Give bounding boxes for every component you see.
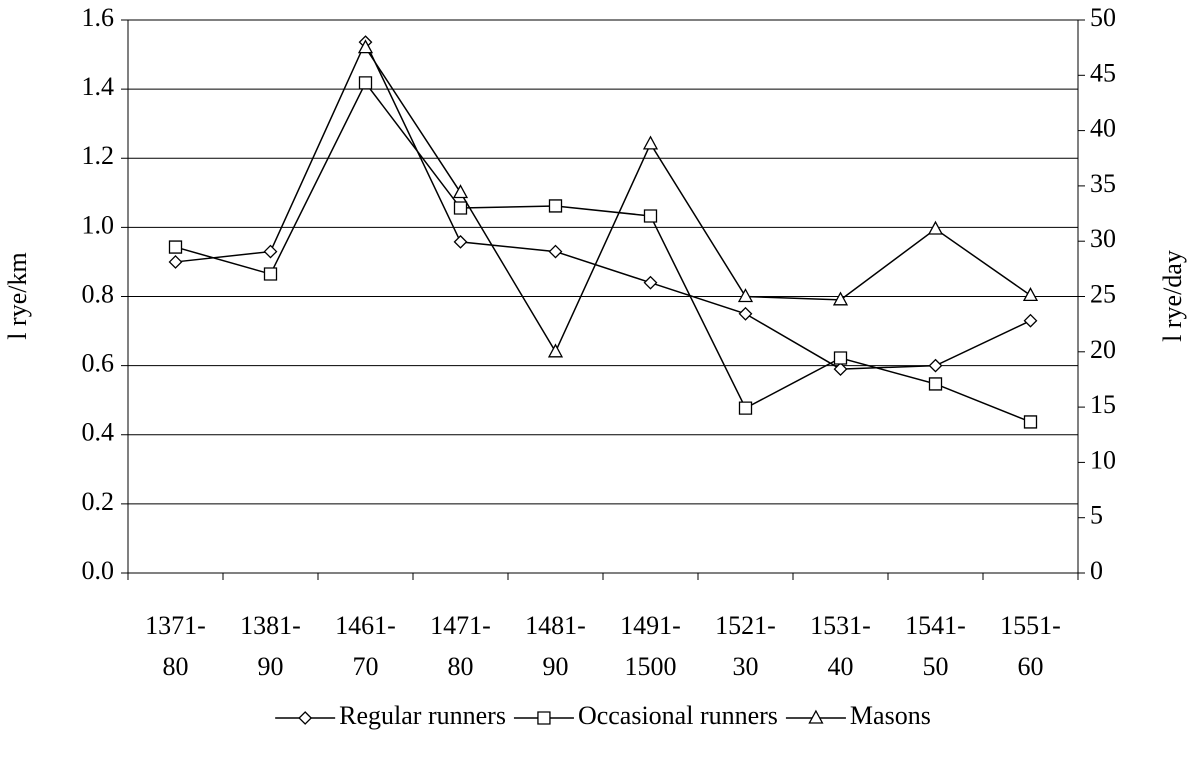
marker — [927, 220, 944, 235]
x-tick-label: 1541- 50 — [905, 611, 966, 681]
x-tick-label-line: 50 — [923, 652, 949, 681]
x-tick-label-line: 1500 — [625, 652, 677, 681]
marker — [357, 39, 374, 54]
x-tick-label-line: 80 — [448, 652, 474, 681]
x-tick-label-line: 1491- — [620, 611, 681, 640]
y-tick-label: 0.2 — [82, 487, 115, 516]
marker — [738, 401, 753, 415]
marker — [453, 201, 468, 215]
x-tick-label: 1371- 80 — [145, 611, 206, 681]
series-line — [175, 81, 1031, 423]
marker — [263, 267, 278, 281]
x-tick-label-line: 1531- — [810, 611, 871, 640]
x-tick-label: 1491- 1500 — [620, 611, 681, 681]
marker — [832, 291, 849, 306]
marker — [537, 711, 551, 725]
marker — [737, 288, 754, 303]
y-tick-label: 1.6 — [82, 3, 115, 32]
y2-tick-label: 0 — [1090, 556, 1103, 585]
legend-label: Occasional runners — [578, 701, 778, 730]
y2-tick-label: 15 — [1090, 390, 1116, 419]
marker — [643, 275, 658, 290]
x-tick-label: 1551- 60 — [1000, 611, 1061, 681]
x-tick-label: 1471- 80 — [430, 611, 491, 681]
x-tick-label-line: 1461- — [335, 611, 396, 640]
y2-tick-label: 25 — [1090, 279, 1116, 308]
y2-tick-label: 50 — [1090, 3, 1116, 32]
x-tick-label-line: 1551- — [1000, 611, 1061, 640]
y-axis-label: l rye/km — [3, 252, 32, 339]
x-tick-label: 1531- 40 — [810, 611, 871, 681]
legend-label: Masons — [850, 701, 931, 730]
x-tick-label: 1461- 70 — [335, 611, 396, 681]
y2-tick-label: 20 — [1090, 335, 1116, 364]
marker — [833, 362, 848, 377]
x-tick-label-line: 1371- — [145, 611, 206, 640]
y2-tick-label: 5 — [1090, 501, 1103, 530]
marker — [547, 343, 564, 358]
x-tick-label-line: 1471- — [430, 611, 491, 640]
marker — [928, 377, 943, 391]
x-tick-label-line: 90 — [258, 652, 284, 681]
y-tick-label: 0.4 — [82, 418, 115, 447]
x-tick-label-line: 90 — [543, 652, 569, 681]
marker — [263, 244, 278, 259]
marker — [1022, 287, 1039, 302]
marker — [452, 184, 469, 199]
y-tick-label: 1.4 — [82, 72, 115, 101]
x-tick-label-line: 1481- — [525, 611, 586, 640]
x-tick-label-line: 80 — [163, 652, 189, 681]
marker — [643, 209, 658, 223]
y-tick-label: 1.2 — [82, 141, 115, 170]
marker — [548, 199, 563, 213]
marker — [738, 306, 753, 321]
marker — [168, 255, 183, 269]
marker — [1023, 415, 1038, 429]
legend-label: Regular runners — [339, 701, 506, 730]
y2-tick-label: 45 — [1090, 58, 1116, 87]
y2-tick-label: 40 — [1090, 114, 1116, 143]
x-tick-label-line: 30 — [733, 652, 759, 681]
x-tick-label: 1521- 30 — [715, 611, 776, 681]
y-tick-label: 1.0 — [82, 210, 115, 239]
x-tick-label: 1481- 90 — [525, 611, 586, 681]
marker — [928, 358, 943, 373]
legend: Regular runners Occasional runners Masons — [275, 701, 931, 730]
series-line — [175, 40, 1031, 370]
marker — [298, 711, 313, 725]
x-tick-label-line: 60 — [1018, 652, 1044, 681]
x-tick-label-line: 40 — [828, 652, 854, 681]
x-tick-label-line: 1541- — [905, 611, 966, 640]
y2-axis-label: l rye/day — [1158, 250, 1187, 342]
x-tick-label-line: 1521- — [715, 611, 776, 640]
marker — [808, 709, 824, 724]
y2-tick-label: 10 — [1090, 445, 1116, 474]
marker — [168, 240, 183, 254]
y2-tick-label: 30 — [1090, 224, 1116, 253]
series-line — [364, 47, 1031, 354]
y2-tick-label: 35 — [1090, 169, 1116, 198]
x-tick-label-line: 70 — [353, 652, 379, 681]
y-tick-label: 0.0 — [82, 556, 115, 585]
marker — [1023, 313, 1038, 328]
y-tick-label: 0.8 — [82, 279, 115, 308]
marker — [548, 244, 563, 259]
x-tick-label: 1381- 90 — [240, 611, 301, 681]
marker — [453, 234, 468, 249]
x-tick-label-line: 1381- — [240, 611, 301, 640]
marker — [833, 351, 848, 365]
marker — [642, 135, 659, 150]
y-tick-label: 0.6 — [82, 349, 115, 378]
marker — [358, 76, 373, 90]
